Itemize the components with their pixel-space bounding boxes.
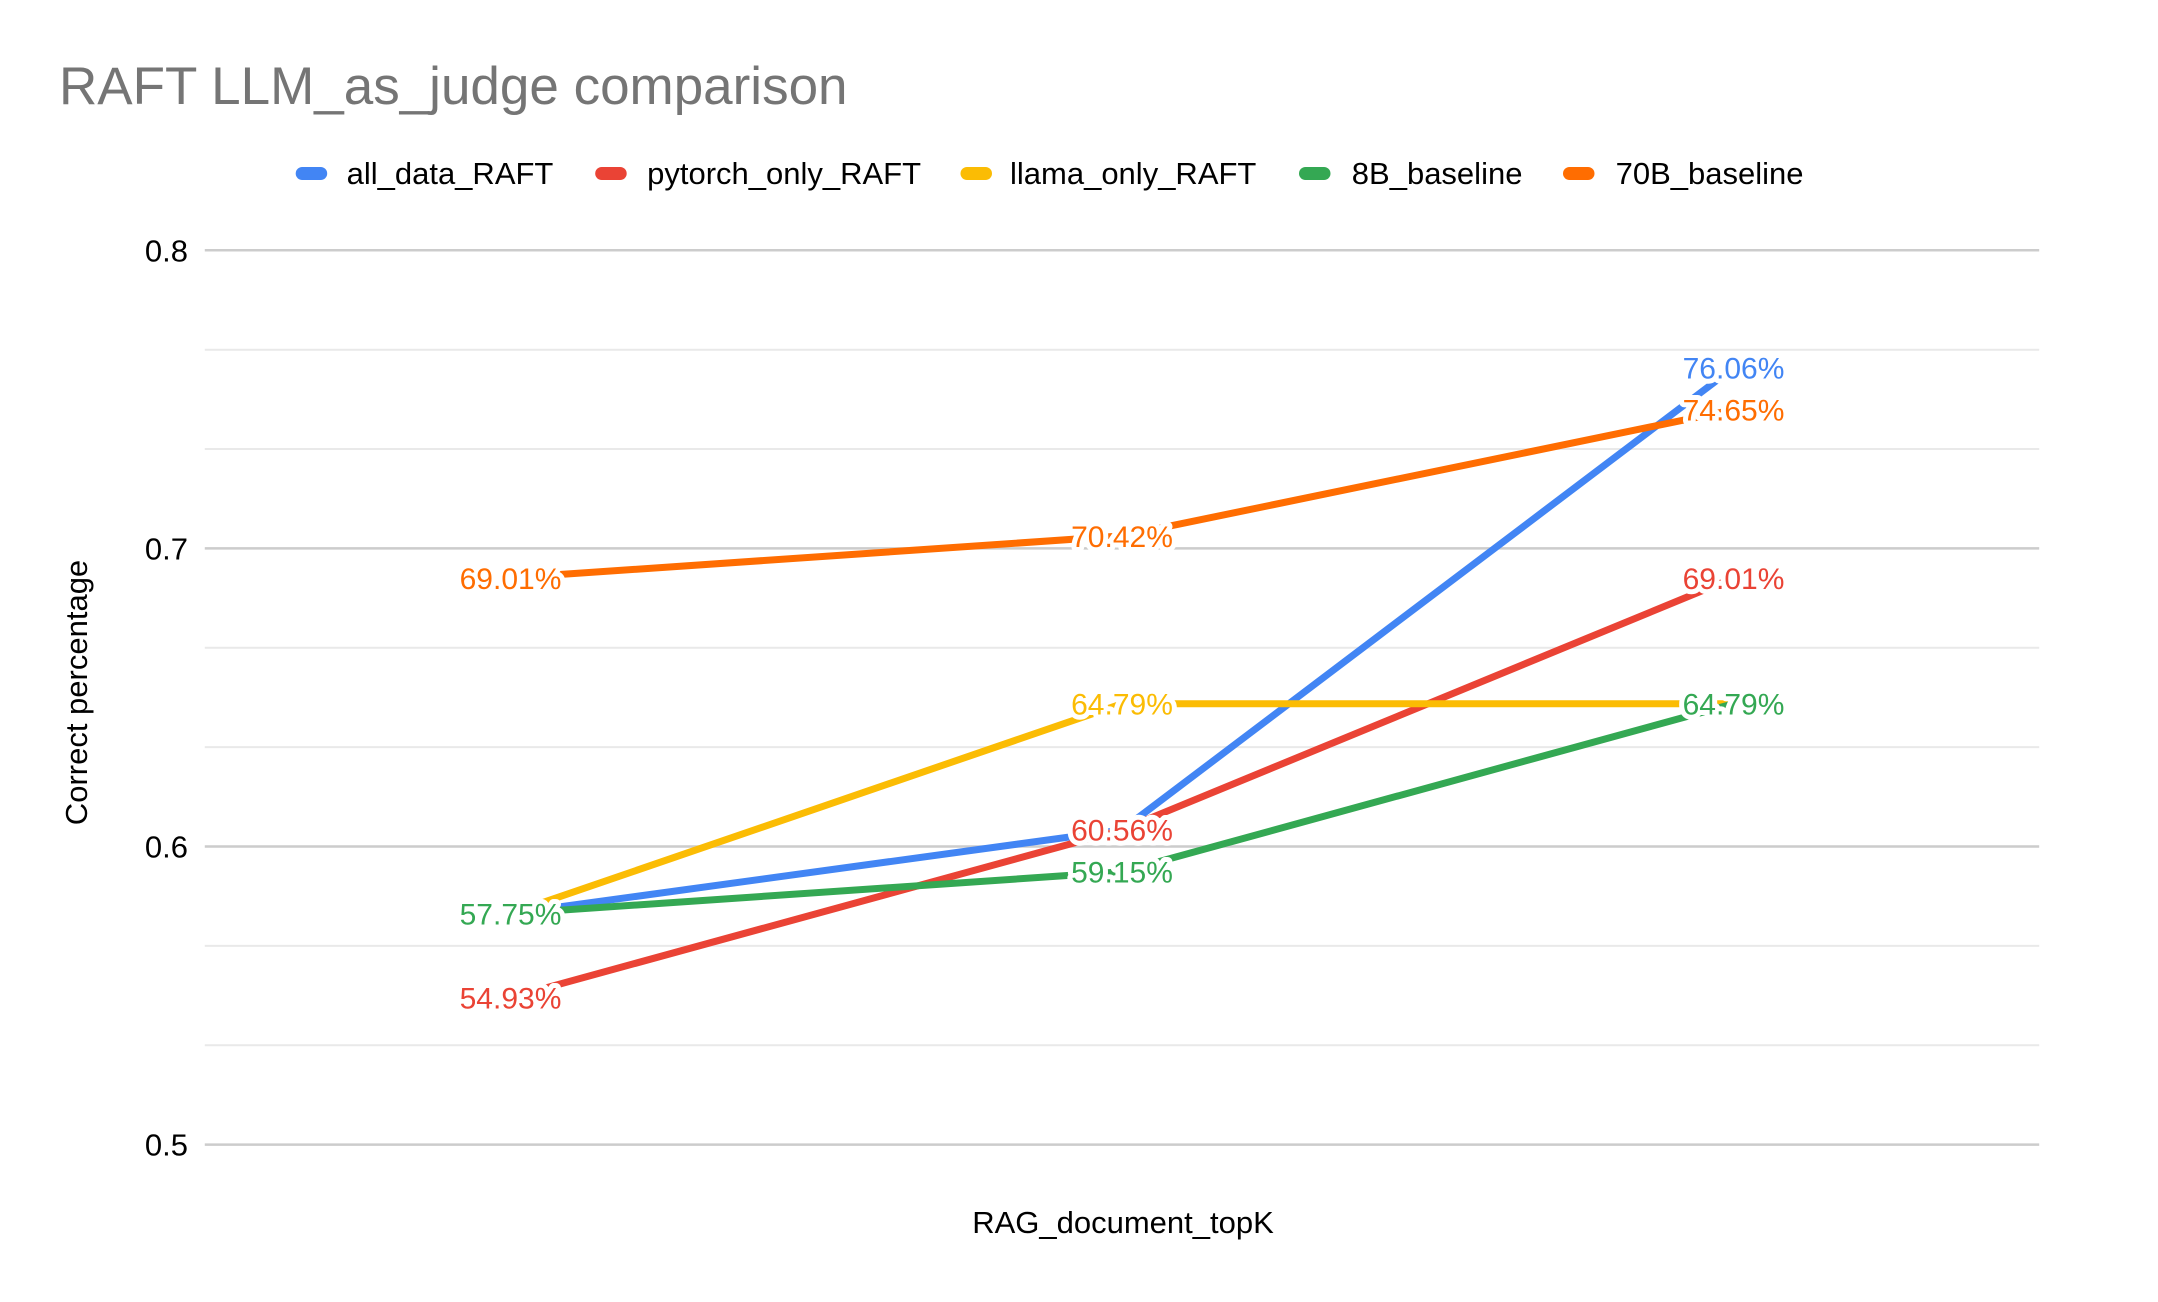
svg-text:59.15%: 59.15%	[1071, 857, 1173, 890]
svg-text:70.42%: 70.42%	[1071, 521, 1173, 554]
svg-text:0.8: 0.8	[145, 233, 188, 268]
svg-text:69.01%: 69.01%	[460, 563, 562, 596]
svg-text:70B_baseline: 70B_baseline	[1616, 156, 1804, 191]
svg-text:74.65%: 74.65%	[1683, 395, 1785, 428]
svg-text:llama_only_RAFT: llama_only_RAFT	[1010, 156, 1256, 191]
svg-text:RAFT LLM_as_judge comparison: RAFT LLM_as_judge comparison	[59, 57, 848, 116]
svg-text:69.01%: 69.01%	[1683, 563, 1785, 596]
svg-text:0.5: 0.5	[145, 1128, 188, 1163]
svg-text:0.6: 0.6	[145, 830, 188, 865]
svg-text:0.7: 0.7	[145, 531, 188, 566]
svg-text:64.79%: 64.79%	[1683, 689, 1785, 722]
svg-text:76.06%: 76.06%	[1683, 353, 1785, 386]
svg-text:Correct percentage: Correct percentage	[59, 560, 94, 825]
svg-text:54.93%: 54.93%	[460, 983, 562, 1016]
svg-text:RAG_document_topK: RAG_document_topK	[972, 1205, 1274, 1240]
svg-text:64.79%: 64.79%	[1071, 689, 1173, 722]
svg-text:pytorch_only_RAFT: pytorch_only_RAFT	[647, 156, 921, 191]
svg-text:60.56%: 60.56%	[1071, 815, 1173, 848]
svg-text:8B_baseline: 8B_baseline	[1352, 156, 1523, 191]
svg-text:all_data_RAFT: all_data_RAFT	[347, 156, 554, 191]
svg-text:57.75%: 57.75%	[460, 899, 562, 932]
